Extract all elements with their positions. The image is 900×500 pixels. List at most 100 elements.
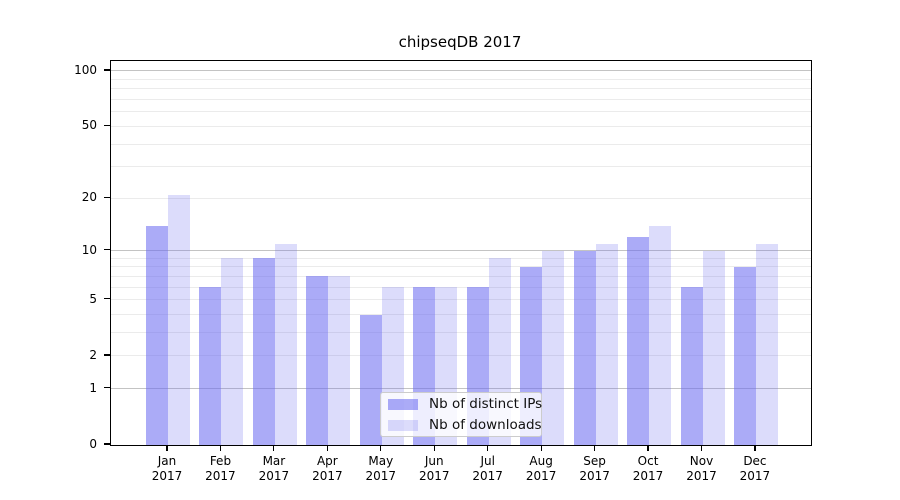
x-tick-year: 2017 (472, 469, 503, 483)
x-tick-label: Oct 2017 (616, 454, 680, 485)
legend-swatch (388, 419, 418, 431)
x-tick (166, 445, 168, 451)
bar (627, 237, 650, 445)
x-tick-label: Nov 2017 (670, 454, 734, 485)
legend: Nb of distinct IPs Nb of downloads (380, 392, 542, 437)
x-tick-label: Feb 2017 (188, 454, 252, 485)
x-tick-label: Jan 2017 (135, 454, 199, 485)
gridline-minor (111, 275, 811, 277)
x-tick-month: Dec (743, 453, 767, 468)
x-tick-label: Mar 2017 (242, 454, 306, 485)
gridline-minor (111, 332, 811, 334)
x-tick (594, 445, 596, 451)
x-tick (433, 445, 435, 451)
x-tick (700, 445, 703, 451)
bar (755, 243, 778, 445)
gridline-minor (111, 355, 811, 357)
x-tick-year: 2017 (258, 469, 290, 483)
y-tick (104, 443, 110, 445)
y-tick (104, 196, 110, 198)
bar (573, 250, 596, 445)
x-tick-year: 2017 (151, 469, 183, 483)
gridline-minor (111, 257, 811, 259)
x-tick-label: Sep 2017 (563, 454, 627, 485)
x-tick (326, 445, 328, 451)
gridline-minor (111, 266, 811, 268)
x-tick (380, 445, 382, 451)
y-tick-label: 2 (89, 347, 97, 362)
x-tick (219, 445, 222, 451)
x-tick (487, 445, 489, 451)
y-tick-label: 20 (81, 190, 97, 205)
bar (328, 276, 351, 445)
chart-title: chipseqDB 2017 (398, 33, 522, 51)
x-tick-year: 2017 (365, 469, 397, 483)
x-tick-year: 2017 (418, 469, 450, 483)
bar (221, 258, 244, 445)
x-tick-year: 2017 (312, 469, 343, 483)
bar (702, 250, 725, 445)
x-tick-month: Nov (689, 453, 714, 468)
x-tick-year: 2017 (205, 469, 236, 483)
legend-item: Nb of distinct IPs (388, 396, 542, 412)
legend-item: Nb of downloads (388, 417, 542, 433)
x-axis: Jan 2017 Feb 2017 Mar 2017 Apr 2017 May 2017 Jun 20… (110, 445, 810, 500)
y-tick-label: 1 (89, 380, 97, 395)
x-tick-month: May (368, 453, 394, 468)
gridline-minor (111, 99, 811, 101)
legend-label: Nb of distinct IPs (429, 396, 543, 412)
y-tick (104, 354, 110, 356)
gridline-minor (111, 88, 811, 90)
bar (274, 243, 297, 445)
x-tick-year: 2017 (579, 469, 610, 483)
x-tick (273, 445, 275, 451)
x-tick-month: Jun (424, 453, 444, 468)
y-tick (104, 69, 110, 71)
gridline-minor (111, 111, 811, 113)
y-tick-label: 50 (81, 118, 97, 133)
x-tick-label: May 2017 (349, 454, 413, 485)
x-tick-label: Dec 2017 (723, 454, 787, 485)
gridline-minor (111, 166, 811, 168)
bar (199, 287, 222, 445)
bar (649, 225, 672, 445)
x-tick-year: 2017 (525, 469, 557, 483)
bar (542, 250, 565, 445)
x-tick-label: Jul 2017 (456, 454, 520, 485)
x-tick-label: Aug 2017 (509, 454, 573, 485)
bar (146, 225, 168, 445)
gridline-minor (111, 125, 811, 127)
y-tick-label: 10 (81, 242, 97, 257)
x-tick-month: Oct (637, 453, 659, 468)
gridline-major (111, 250, 811, 252)
plot-area: Nb of distinct IPs Nb of downloads (110, 60, 812, 446)
x-tick (647, 445, 649, 451)
gridline-minor (111, 286, 811, 288)
y-axis: 0 1 2 5 10 20 50 100 (0, 60, 110, 451)
y-tick (104, 387, 110, 389)
x-tick-year: 2017 (739, 469, 771, 483)
gridline-major (111, 70, 811, 72)
bar (680, 287, 703, 445)
bar (306, 276, 329, 445)
x-tick-month: Jan (157, 453, 177, 468)
bar (733, 266, 756, 445)
gridline-minor (111, 314, 811, 316)
bar (359, 314, 382, 445)
x-tick (540, 445, 542, 451)
x-tick-year: 2017 (686, 469, 717, 483)
x-tick-label: Jun 2017 (402, 454, 466, 485)
x-tick-month: Feb (209, 453, 232, 468)
gridline-minor (111, 143, 811, 145)
x-tick-month: Aug (529, 453, 553, 468)
gridline-minor (111, 78, 811, 80)
x-tick-label: Apr 2017 (295, 454, 359, 485)
x-tick-year: 2017 (632, 469, 664, 483)
y-tick (104, 249, 110, 251)
y-tick (104, 124, 110, 126)
x-tick (754, 445, 756, 451)
y-tick (104, 298, 110, 300)
gridline-minor (111, 299, 811, 301)
bar (168, 194, 190, 445)
